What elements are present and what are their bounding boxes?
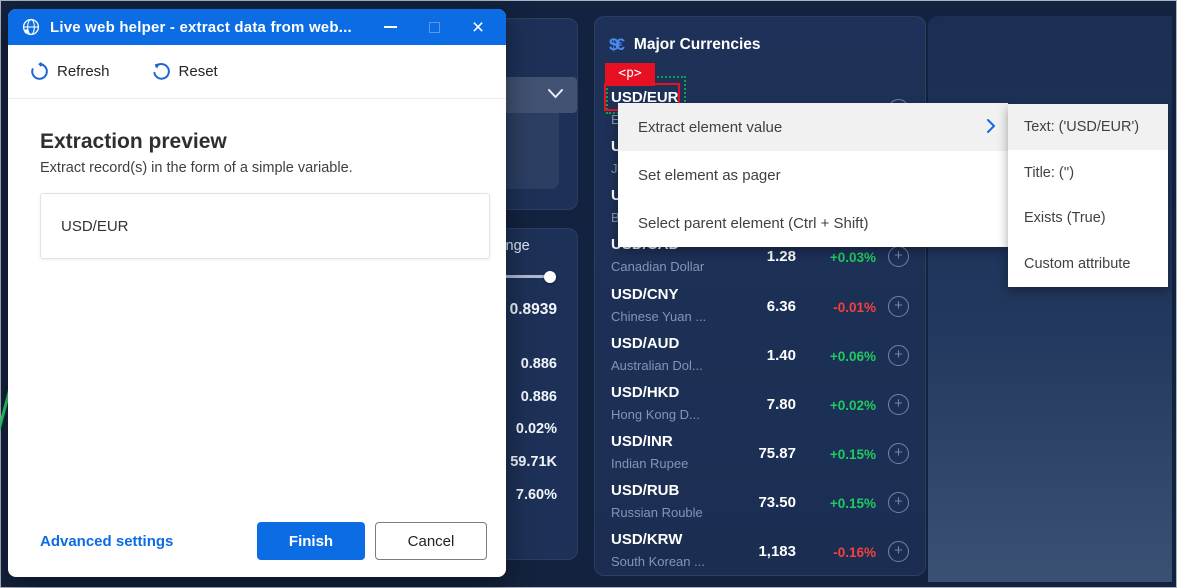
fx-row-usd-inr[interactable]: USD/INR Indian Rupee 75.87 +0.15% + — [595, 431, 927, 477]
pair-value: 75.87 — [758, 445, 796, 462]
pair-label[interactable]: USD/INR — [611, 433, 673, 450]
extraction-preview-description: Extract record(s) in the form of a simpl… — [40, 160, 353, 176]
stat-value: 7.60% — [515, 487, 557, 503]
pair-label[interactable]: USD/EUR — [611, 89, 679, 106]
currency-name: Hong Kong D... — [611, 407, 700, 422]
submenu-item-title[interactable]: Title: ('') — [1024, 164, 1075, 181]
menu-item-set-element-as-pager[interactable]: Set element as pager — [618, 151, 1008, 199]
extract-value-submenu: Text: ('USD/EUR') Title: ('') Exists (Tr… — [1008, 104, 1168, 287]
pair-value: 7.80 — [766, 396, 796, 413]
pair-change: -0.01% — [833, 300, 876, 315]
submenu-item-text[interactable]: Text: ('USD/EUR') — [1008, 104, 1168, 150]
submenu-item-exists[interactable]: Exists (True) — [1024, 210, 1106, 227]
extraction-preview-box: USD/EUR — [40, 193, 490, 259]
pair-change: +0.06% — [829, 349, 876, 364]
pair-change: +0.02% — [829, 398, 876, 413]
reset-label: Reset — [178, 63, 218, 80]
pair-label[interactable]: USD/KRW — [611, 531, 683, 548]
background-card-right — [928, 16, 1172, 582]
reset-button[interactable]: Reset — [152, 62, 218, 81]
add-to-watchlist-button[interactable]: + — [888, 246, 909, 267]
extraction-preview-heading: Extraction preview — [40, 130, 227, 153]
currency-symbols-icon: $€ — [609, 35, 625, 54]
fx-row-usd-aud[interactable]: USD/AUD Australian Dol... 1.40 +0.06% + — [595, 333, 927, 379]
live-web-helper-window: Live web helper - extract data from web.… — [8, 9, 506, 577]
stat-value: 59.71K — [510, 454, 557, 470]
pair-value: 73.50 — [758, 494, 796, 511]
menu-item-label: Select parent element (Ctrl + Shift) — [638, 214, 869, 232]
currency-name: Australian Dol... — [611, 358, 703, 373]
stat-value: 0.8939 — [509, 301, 557, 318]
globe-icon — [22, 18, 40, 36]
major-currencies-header: $€ Major Currencies — [609, 35, 761, 55]
fx-row-usd-cny[interactable]: USD/CNY Chinese Yuan ... 6.36 -0.01% + — [595, 284, 927, 330]
menu-item-select-parent-element[interactable]: Select parent element (Ctrl + Shift) — [618, 199, 1008, 247]
menu-item-label: Extract element value — [638, 118, 783, 136]
add-to-watchlist-button[interactable]: + — [888, 492, 909, 513]
window-title: Live web helper - extract data from web.… — [50, 18, 352, 36]
minimize-button[interactable] — [368, 9, 412, 45]
currency-name: Indian Rupee — [611, 456, 689, 471]
add-to-watchlist-button[interactable]: + — [888, 394, 909, 415]
pair-label[interactable]: USD/HKD — [611, 384, 680, 401]
range-slider-handle[interactable] — [544, 271, 556, 283]
stat-value: 0.886 — [520, 389, 557, 405]
submenu-arrow-icon — [986, 118, 996, 138]
pair-change: +0.15% — [829, 447, 876, 462]
extracted-value: USD/EUR — [61, 217, 129, 235]
fx-row-usd-krw[interactable]: USD/KRW South Korean ... 1,183 -0.16% + — [595, 529, 927, 575]
helper-toolbar: Refresh Reset — [8, 45, 506, 99]
pair-change: +0.15% — [829, 496, 876, 511]
pair-label[interactable]: USD/CNY — [611, 286, 679, 303]
fx-row-usd-rub[interactable]: USD/RUB Russian Rouble 73.50 +0.15% + — [595, 480, 927, 526]
pair-value: 1,183 — [758, 543, 796, 560]
menu-item-extract-element-value[interactable]: Extract element value — [618, 103, 1008, 151]
minimize-icon — [383, 26, 397, 28]
pair-value: 1.28 — [766, 248, 796, 265]
currency-name: Russian Rouble — [611, 505, 703, 520]
pair-change: -0.16% — [833, 545, 876, 560]
currency-name: Chinese Yuan ... — [611, 309, 707, 324]
close-icon: × — [471, 15, 485, 39]
finish-button[interactable]: Finish — [257, 522, 365, 560]
stat-value: 0.886 — [520, 356, 557, 372]
add-to-watchlist-button[interactable]: + — [888, 541, 909, 562]
element-context-menu: Extract element value Set element as pag… — [618, 103, 1008, 247]
pair-value: 6.36 — [766, 298, 796, 315]
window-titlebar[interactable]: Live web helper - extract data from web.… — [8, 9, 506, 45]
cancel-button[interactable]: Cancel — [375, 522, 487, 560]
major-currencies-title: Major Currencies — [633, 36, 761, 53]
pair-label[interactable]: USD/RUB — [611, 482, 680, 499]
pair-label[interactable]: USD/AUD — [611, 335, 680, 352]
menu-item-label: Set element as pager — [638, 166, 781, 184]
currency-name: Canadian Dollar — [611, 259, 705, 274]
close-button[interactable]: × — [456, 9, 500, 45]
advanced-settings-link[interactable]: Advanced settings — [40, 533, 174, 550]
stat-value: 0.02% — [515, 421, 557, 437]
maximize-icon — [428, 21, 440, 33]
pair-change: +0.03% — [829, 250, 876, 265]
pair-value: 1.40 — [766, 347, 796, 364]
refresh-icon — [31, 62, 48, 80]
fx-row-usd-hkd[interactable]: USD/HKD Hong Kong D... 7.80 +0.02% + — [595, 382, 927, 428]
maximize-button[interactable] — [412, 9, 456, 45]
chevron-down-icon — [548, 89, 563, 99]
reset-icon — [152, 63, 170, 80]
add-to-watchlist-button[interactable]: + — [888, 345, 909, 366]
add-to-watchlist-button[interactable]: + — [888, 296, 909, 317]
refresh-button[interactable]: Refresh — [30, 62, 110, 81]
submenu-item-custom-attribute[interactable]: Custom attribute — [1024, 255, 1131, 272]
currency-name: South Korean ... — [611, 554, 705, 569]
refresh-label: Refresh — [57, 63, 110, 80]
selected-element-tag-badge: <p> — [605, 63, 655, 86]
add-to-watchlist-button[interactable]: + — [888, 443, 909, 464]
